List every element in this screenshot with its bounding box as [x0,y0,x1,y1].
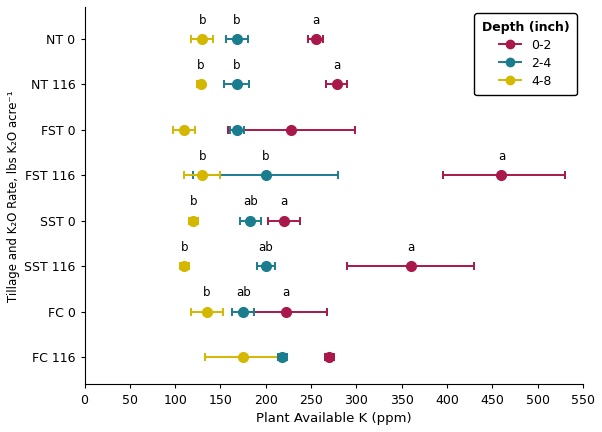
Text: a: a [498,150,505,163]
Text: b: b [262,150,270,163]
Text: a: a [282,286,290,299]
Text: b: b [203,286,211,299]
Text: b: b [199,150,206,163]
Text: b: b [233,13,241,26]
X-axis label: Plant Available K (ppm): Plant Available K (ppm) [256,412,412,425]
Text: b: b [199,13,206,26]
Text: b: b [197,59,204,72]
Text: b: b [181,241,188,254]
Text: a: a [407,241,414,254]
Text: ab: ab [236,286,250,299]
Y-axis label: Tillage and K₂O Rate, lbs K₂O acre⁻¹: Tillage and K₂O Rate, lbs K₂O acre⁻¹ [7,90,20,302]
Legend: 0-2, 2-4, 4-8: 0-2, 2-4, 4-8 [474,13,577,95]
Text: b: b [190,195,197,209]
Text: ab: ab [243,195,258,209]
Text: a: a [281,195,288,209]
Text: a: a [333,59,340,72]
Text: ab: ab [258,241,273,254]
Text: b: b [233,59,241,72]
Text: a: a [312,13,319,26]
